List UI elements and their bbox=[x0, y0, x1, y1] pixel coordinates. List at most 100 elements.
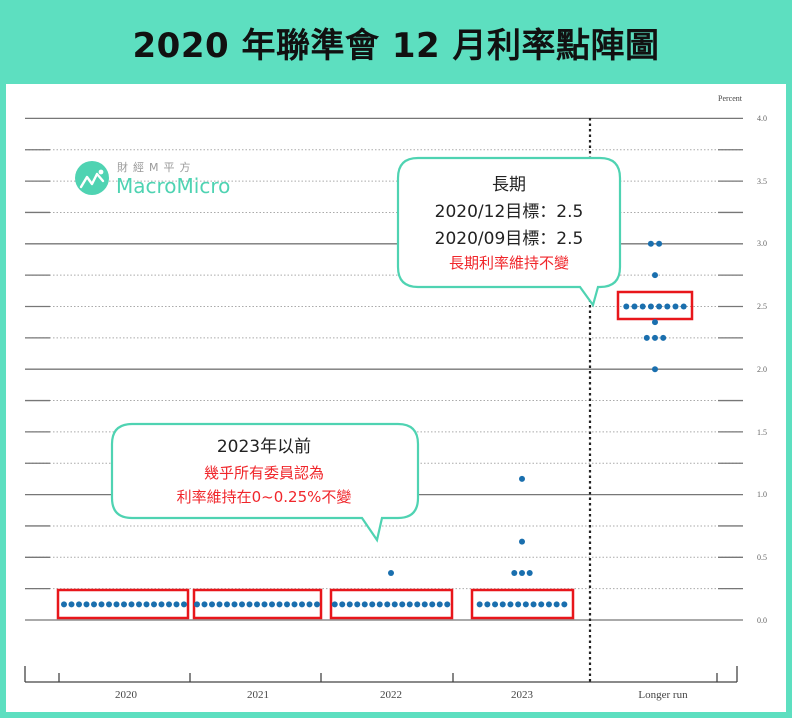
rate-dot bbox=[436, 601, 443, 608]
y-tick-0-5: 0.5 bbox=[757, 553, 767, 562]
rate-dot bbox=[511, 569, 518, 576]
rate-dot bbox=[158, 601, 165, 608]
rate-dot bbox=[231, 601, 238, 608]
rate-dot bbox=[128, 601, 135, 608]
rate-dot bbox=[121, 601, 127, 608]
rate-dot bbox=[656, 240, 663, 247]
rate-dots bbox=[61, 240, 687, 608]
rate-dot bbox=[224, 601, 230, 608]
rate-dot bbox=[254, 601, 260, 608]
rate-dot bbox=[331, 601, 338, 608]
highlight-box-2023 bbox=[470, 588, 575, 620]
rate-dot bbox=[526, 569, 533, 576]
rate-dot bbox=[376, 601, 383, 608]
rate-dot bbox=[484, 601, 491, 608]
rate-dot bbox=[276, 601, 283, 608]
rate-dot bbox=[631, 303, 638, 310]
y-tick-3-5: 3.5 bbox=[757, 177, 767, 186]
y-tick-2-5: 2.5 bbox=[757, 302, 767, 311]
rate-dot bbox=[399, 601, 406, 608]
rate-dot bbox=[269, 601, 275, 608]
rate-dot bbox=[201, 601, 208, 608]
x-label-2022: 2022 bbox=[380, 689, 402, 701]
rate-dot bbox=[181, 601, 187, 608]
rate-dot bbox=[194, 601, 200, 608]
callout-longer-run-heading: 長期 bbox=[492, 175, 526, 195]
rate-dot bbox=[476, 601, 483, 608]
rate-dot bbox=[519, 475, 525, 482]
x-label-longer-run: Longer run bbox=[638, 689, 688, 701]
rate-dot bbox=[643, 334, 650, 341]
rate-dot bbox=[113, 601, 120, 608]
rate-dot bbox=[660, 334, 667, 341]
highlight-box-2022 bbox=[329, 588, 454, 620]
rate-dot bbox=[652, 272, 658, 279]
rate-dot bbox=[652, 319, 658, 326]
x-label-2023: 2023 bbox=[511, 689, 534, 701]
rate-dot bbox=[68, 601, 75, 608]
rate-dot bbox=[384, 601, 391, 608]
rate-dot bbox=[354, 601, 361, 608]
highlight-box-longer-run bbox=[616, 290, 694, 321]
rate-dot bbox=[680, 303, 687, 310]
rate-dot bbox=[388, 569, 394, 576]
rate-dot bbox=[429, 601, 436, 608]
rate-dot bbox=[414, 601, 421, 608]
macromicro-logo: 財經M平方 MacroMicro bbox=[75, 160, 230, 198]
callout-longer-run: 長期 2020/12目標：2.5 2020/09目標：2.5 長期利率維持不變 bbox=[396, 156, 622, 308]
rate-dot bbox=[143, 601, 150, 608]
rate-dot bbox=[76, 601, 82, 608]
rate-dot bbox=[522, 601, 529, 608]
y-tick-0-0: 0.0 bbox=[757, 616, 767, 625]
rate-dot bbox=[519, 569, 525, 576]
rate-dot bbox=[61, 601, 67, 608]
x-axis-labels: 2020 2021 2022 2023 Longer run bbox=[115, 689, 688, 701]
highlight-boxes bbox=[56, 290, 694, 620]
x-label-2021: 2021 bbox=[247, 689, 269, 701]
rate-dot bbox=[391, 601, 398, 608]
rate-dot bbox=[647, 303, 654, 310]
rate-dot bbox=[507, 601, 514, 608]
rate-dot bbox=[91, 601, 97, 608]
rate-dot bbox=[519, 538, 525, 545]
callout-near-term-heading: 2023年以前 bbox=[217, 437, 311, 457]
rate-dot bbox=[664, 303, 671, 310]
rate-dot bbox=[444, 601, 451, 608]
callout-longer-run-sep-target: 2020/09目標：2.5 bbox=[435, 229, 584, 249]
rate-dot bbox=[406, 601, 413, 608]
rate-dot bbox=[209, 601, 215, 608]
highlight-box-2021 bbox=[192, 588, 323, 620]
rate-dot bbox=[216, 601, 223, 608]
rate-dot bbox=[261, 601, 268, 608]
rate-dot bbox=[672, 303, 679, 310]
rate-dot bbox=[530, 601, 537, 608]
callout-near-term: 2023年以前 幾乎所有委員認為 利率維持在0~0.25%不變 bbox=[110, 422, 420, 543]
x-label-2020: 2020 bbox=[115, 689, 138, 701]
rate-dot bbox=[515, 601, 522, 608]
logo-english-text: MacroMicro bbox=[116, 174, 230, 198]
y-tick-3-0: 3.0 bbox=[757, 239, 767, 248]
rate-dot bbox=[291, 601, 298, 608]
y-axis-unit-label: Percent bbox=[718, 94, 743, 103]
callout-near-term-line2: 幾乎所有委員認為 bbox=[204, 464, 324, 482]
rate-dot bbox=[98, 601, 105, 608]
y-tick-4-0: 4.0 bbox=[757, 114, 767, 123]
rate-dot bbox=[136, 601, 142, 608]
rate-dot bbox=[639, 303, 646, 310]
rate-dot bbox=[239, 601, 245, 608]
rate-dot bbox=[306, 601, 313, 608]
rate-dot bbox=[106, 601, 112, 608]
rate-dot bbox=[314, 601, 320, 608]
rate-dot bbox=[623, 303, 630, 310]
chart-panel bbox=[6, 84, 786, 712]
page-title: 2020 年聯準會 12 月利率點陣圖 bbox=[132, 25, 660, 66]
logo-chinese-text: 財經M平方 bbox=[117, 160, 196, 174]
rate-dot bbox=[346, 601, 353, 608]
highlight-box-2020 bbox=[56, 588, 190, 620]
x-axis bbox=[24, 666, 738, 683]
rate-dot bbox=[545, 601, 552, 608]
rate-dot bbox=[652, 334, 658, 341]
rate-dot bbox=[538, 601, 545, 608]
rate-dot bbox=[173, 601, 180, 608]
